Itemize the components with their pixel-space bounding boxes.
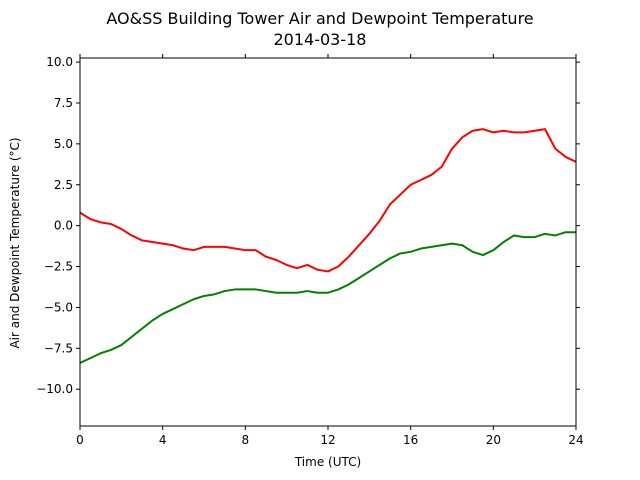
x-tick-label: 12 — [320, 433, 335, 447]
x-axis-label: Time (UTC) — [294, 455, 361, 469]
y-axis-label: Air and Dewpoint Temperature (°C) — [8, 137, 22, 348]
x-tick-label: 8 — [242, 433, 250, 447]
x-tick-label: 20 — [486, 433, 501, 447]
chart-subtitle: 2014-03-18 — [274, 30, 367, 49]
y-tick-label: 5.0 — [54, 137, 73, 151]
y-tick-label: −5.0 — [44, 300, 73, 314]
y-tick-label: −2.5 — [44, 260, 73, 274]
x-tick-label: 16 — [403, 433, 418, 447]
y-tick-label: −10.0 — [36, 382, 73, 396]
series-line-air-temperature — [80, 128, 576, 273]
x-tick-label: 0 — [76, 433, 84, 447]
y-tick-label: 7.5 — [54, 96, 73, 110]
y-tick-label: 2.5 — [54, 178, 73, 192]
y-tick-label: 10.0 — [46, 55, 73, 69]
x-tick-label: 24 — [568, 433, 583, 447]
chart-title: AO&SS Building Tower Air and Dewpoint Te… — [106, 9, 533, 28]
y-tick-label: 0.0 — [54, 219, 73, 233]
y-tick-label: −7.5 — [44, 341, 73, 355]
x-tick-label: 4 — [159, 433, 167, 447]
series-line-dewpoint-temperature — [80, 231, 576, 364]
